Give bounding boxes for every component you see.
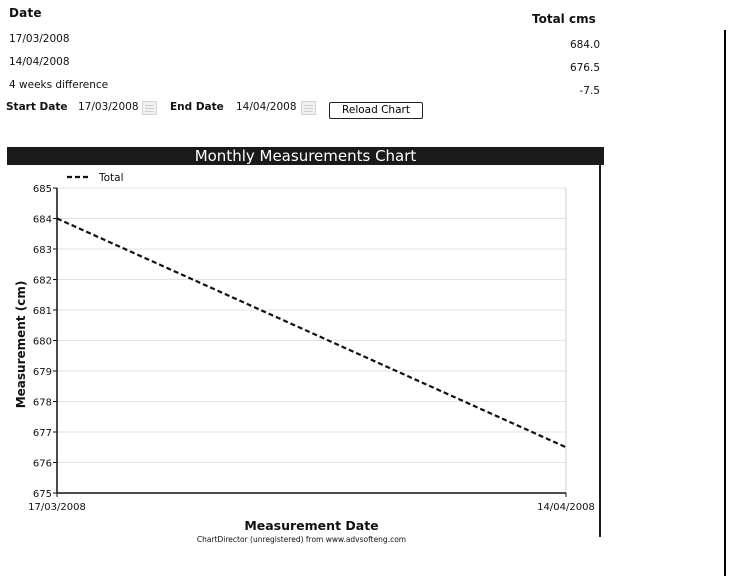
chart-title: Monthly Measurements Chart	[7, 147, 604, 165]
series-lines	[56, 217, 567, 449]
scan-border	[724, 30, 726, 576]
y-tick-label: 676	[33, 459, 52, 470]
chart-frame-edge	[599, 165, 601, 537]
y-tick-label: 685	[33, 184, 52, 195]
series-line-total	[56, 217, 567, 449]
y-tick-label: 681	[33, 306, 52, 317]
y-tick-label: 675	[33, 489, 52, 500]
summary-row-2-date: 14/04/2008	[9, 56, 70, 68]
y-axis-title: Measurement (cm)	[14, 281, 28, 409]
chart-footer: ChartDirector (unregistered) from www.ad…	[197, 535, 406, 544]
summary-row-3-value: -7.5	[579, 85, 601, 97]
end-date-calendar-icon[interactable]	[301, 101, 316, 115]
y-tick-label: 680	[33, 337, 52, 348]
y-tick-label: 683	[33, 245, 52, 256]
x-ticks: 17/03/2008 14/04/2008	[28, 493, 595, 513]
chart-legend: Total	[67, 172, 124, 184]
chart-grid	[57, 187, 566, 463]
y-tick-label: 678	[33, 398, 52, 409]
summary-row-3-label: 4 weeks difference	[9, 79, 109, 91]
y-tick-label: 679	[33, 367, 52, 378]
start-date-calendar-icon[interactable]	[142, 101, 157, 115]
end-date-field[interactable]: 14/04/2008	[236, 101, 297, 113]
legend-label: Total	[98, 172, 124, 184]
date-column-header: Date	[9, 6, 42, 20]
summary-row-2-value: 676.5	[569, 62, 600, 74]
x-axis-title: Measurement Date	[244, 518, 378, 533]
x-tick-label: 17/03/2008	[28, 502, 86, 513]
y-tick-label: 682	[33, 276, 52, 287]
reload-chart-button[interactable]: Reload Chart	[329, 102, 423, 119]
start-date-field[interactable]: 17/03/2008	[78, 101, 139, 113]
y-tick-label: 684	[33, 215, 52, 226]
end-date-label: End Date	[170, 101, 224, 113]
y-ticks: 675 676 677 678 679 680 681 682 683 684 685	[33, 184, 57, 500]
total-column-header: Total cms	[532, 12, 596, 26]
summary-row-1-date: 17/03/2008	[9, 33, 70, 45]
y-tick-label: 677	[33, 428, 52, 439]
start-date-label: Start Date	[6, 101, 68, 113]
x-tick-label: 14/04/2008	[537, 502, 595, 513]
summary-row-1-value: 684.0	[569, 39, 600, 51]
